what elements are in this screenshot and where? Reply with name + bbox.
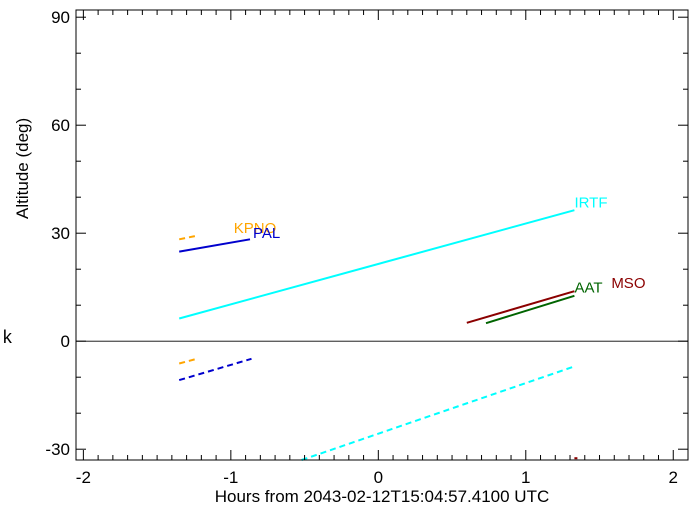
- kpno-dashed-line: [179, 234, 198, 241]
- x-tick-label: 0: [374, 468, 383, 487]
- aat-series-label: AAT: [574, 280, 602, 297]
- y-tick-label: 0: [61, 332, 70, 351]
- x-tick-label: -2: [76, 468, 91, 487]
- mso-solid-line: [466, 290, 575, 324]
- mso-series-label: MSO: [611, 275, 645, 292]
- y-axis-title: Altitude (deg): [13, 118, 32, 219]
- y-tick-label: 30: [51, 224, 70, 243]
- x-tick-label: 2: [669, 468, 678, 487]
- kpno-series-label: KPNO: [234, 220, 277, 237]
- side-label: k: [2, 329, 13, 349]
- tick-layer: -2 -1 0 1 2 -30 0 30 60 90: [45, 8, 688, 487]
- irtf-solid-line: [178, 209, 575, 320]
- aat-solid-line: [485, 294, 575, 325]
- y-tick-label: -30: [45, 440, 70, 459]
- plot-frame: [75, 9, 689, 461]
- x-tick-label: 1: [521, 468, 530, 487]
- y-tick-label: 90: [51, 8, 70, 27]
- x-axis-title: Hours from 2043-02-12T15:04:57.4100 UTC: [215, 487, 550, 506]
- irtf-series-label: IRTF: [574, 194, 607, 211]
- pal-series-label: PAL: [253, 225, 280, 242]
- series-layer: [178, 209, 578, 461]
- irtf-dashed-line: [301, 365, 575, 461]
- y-tick-label: 60: [51, 116, 70, 135]
- x-tick-label: -1: [223, 468, 238, 487]
- kpno-dashed-line: [178, 357, 198, 365]
- pal-solid-line: [179, 238, 251, 253]
- pal-dashed-line: [178, 357, 252, 382]
